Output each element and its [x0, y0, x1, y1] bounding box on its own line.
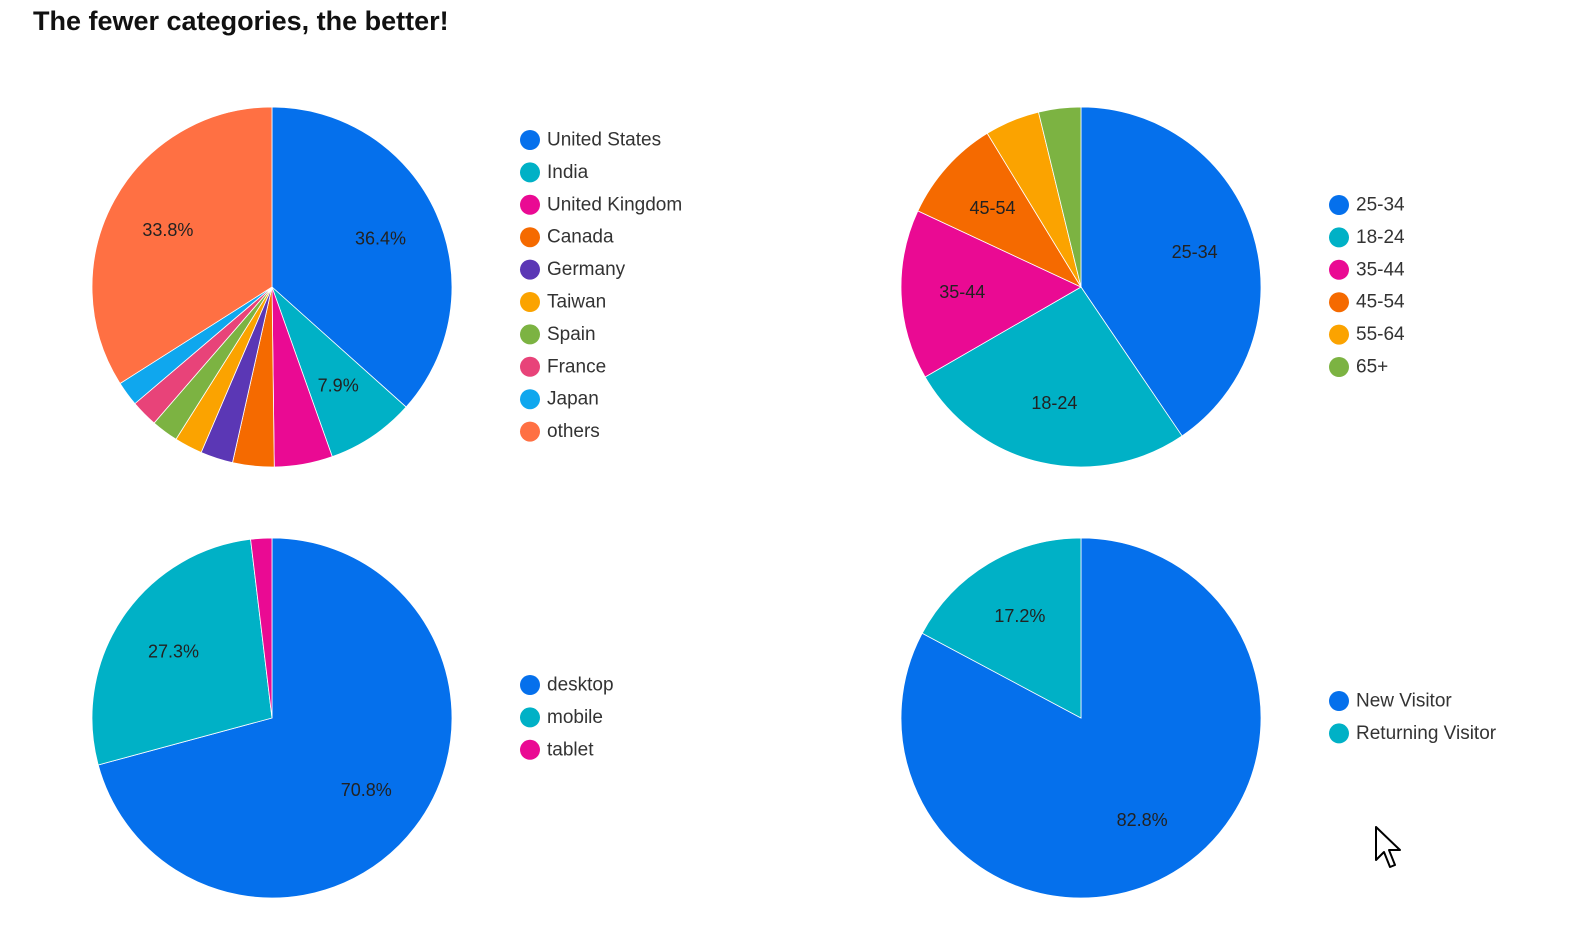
legend-swatch-65: [1329, 357, 1349, 377]
pie-slice-tablet[interactable]: [250, 537, 273, 719]
legend-label-tablet: tablet: [547, 739, 594, 760]
pie-slice-united-states[interactable]: [271, 106, 453, 408]
slice-label-united-states: 36.4%: [355, 229, 406, 249]
legend-label-35-44: 35-44: [1356, 259, 1405, 280]
legend-label-45-54: 45-54: [1356, 292, 1405, 313]
legend-item-japan[interactable]: Japan: [520, 389, 599, 410]
legend-label-mobile: mobile: [547, 707, 603, 728]
pie-slice-others[interactable]: [91, 106, 273, 385]
legend-swatch-45-54: [1329, 292, 1349, 313]
legend-swatch-tablet: [520, 739, 540, 760]
legend-label-taiwan: Taiwan: [547, 292, 606, 313]
legend-label-canada: Canada: [547, 227, 614, 248]
legend-item-25-34[interactable]: 25-34: [1329, 195, 1405, 216]
legend-item-new-visitor[interactable]: New Visitor: [1329, 691, 1452, 712]
legend-item-45-54[interactable]: 45-54: [1329, 292, 1405, 313]
slice-label-desktop: 70.8%: [341, 780, 392, 800]
pie-slice-new-visitor[interactable]: [900, 537, 1262, 899]
pie-slice-india[interactable]: [271, 286, 407, 458]
legend-swatch-taiwan: [520, 292, 540, 312]
slice-label-others: 33.8%: [142, 220, 193, 240]
pie-slice-45-54[interactable]: [917, 132, 1083, 288]
legend-3: desktop mobile tablet: [520, 675, 614, 760]
legend-swatch-japan: [520, 389, 540, 410]
legend-label-france: France: [547, 356, 606, 377]
legend-label-united-kingdom: United Kingdom: [547, 194, 682, 215]
slice-label-45-54: 45-54: [969, 198, 1015, 218]
legend-item-tablet[interactable]: tablet: [520, 739, 594, 760]
legend-item-germany[interactable]: Germany: [520, 259, 626, 280]
legend-swatch-united-kingdom: [520, 194, 540, 215]
legend-label-desktop: desktop: [547, 675, 614, 696]
legend-swatch-35-44: [1329, 259, 1349, 280]
legend-item-35-44[interactable]: 35-44: [1329, 259, 1405, 280]
pie-slice-25-34[interactable]: [1080, 106, 1262, 437]
pie-slice-mobile[interactable]: [91, 538, 273, 766]
legend-label-india: India: [547, 162, 589, 183]
legend-swatch-spain: [520, 324, 540, 345]
legend-swatch-india: [520, 162, 540, 183]
legend-item-mobile[interactable]: mobile: [520, 707, 603, 728]
legend-2: 25-34 18-24 35-44 45-54 55-64 65+: [1329, 195, 1405, 378]
legend-item-65[interactable]: 65+: [1329, 357, 1388, 378]
legend-item-united-states[interactable]: United States: [520, 130, 661, 151]
legend-swatch-france: [520, 356, 540, 377]
legend-item-taiwan[interactable]: Taiwan: [520, 292, 606, 313]
legend-swatch-25-34: [1329, 195, 1349, 215]
legend-label-18-24: 18-24: [1356, 227, 1405, 248]
legend-swatch-germany: [520, 259, 540, 280]
legend-label-germany: Germany: [547, 259, 626, 280]
legend-label-new-visitor: New Visitor: [1356, 691, 1452, 712]
legend-label-others: others: [547, 421, 600, 442]
slice-label-new-visitor: 82.8%: [1117, 810, 1168, 830]
legend-label-united-states: United States: [547, 130, 661, 151]
legend-item-france[interactable]: France: [520, 356, 606, 377]
pie-slice-65[interactable]: [1038, 106, 1082, 288]
legend-swatch-new-visitor: [1329, 691, 1349, 711]
legend-item-india[interactable]: India: [520, 162, 589, 183]
legend-label-spain: Spain: [547, 324, 596, 345]
legend-swatch-18-24: [1329, 227, 1349, 248]
pie-chart-2: 25-34 18-24 35-44 45-54 25-34 18-24 35-44 45-54…: [900, 106, 1405, 468]
slice-label-18-24: 18-24: [1031, 393, 1077, 413]
slice-label-returning-visitor: 17.2%: [994, 606, 1045, 626]
page-title: The fewer categories, the better!: [33, 6, 449, 36]
legend-4: New Visitor Returning Visitor: [1329, 691, 1497, 744]
pie-chart-1: 36.4% 7.9% 33.8% United States India United K…: [91, 106, 682, 468]
legend-label-65: 65+: [1356, 357, 1388, 378]
legend-item-spain[interactable]: Spain: [520, 324, 596, 345]
pie-slice-desktop[interactable]: [97, 537, 453, 899]
legend-item-united-kingdom[interactable]: United Kingdom: [520, 194, 682, 215]
legend-label-returning-visitor: Returning Visitor: [1356, 723, 1497, 744]
slice-label-35-44: 35-44: [939, 282, 985, 302]
pie-slice-18-24[interactable]: [924, 286, 1183, 468]
legend-1: United States India United Kingdom Canada Ge…: [520, 130, 682, 442]
slice-label-mobile: 27.3%: [148, 642, 199, 662]
legend-item-55-64[interactable]: 55-64: [1329, 324, 1405, 345]
pie-slice-35-44[interactable]: [900, 210, 1082, 378]
slice-label-25-34: 25-34: [1172, 242, 1218, 262]
pie-chart-4: 82.8% 17.2% New Visitor Returning Visitor: [900, 537, 1497, 899]
legend-label-japan: Japan: [547, 389, 599, 410]
slice-label-india: 7.9%: [318, 376, 359, 396]
legend-item-18-24[interactable]: 18-24: [1329, 227, 1405, 248]
legend-item-canada[interactable]: Canada: [520, 227, 614, 248]
legend-item-desktop[interactable]: desktop: [520, 675, 614, 696]
legend-swatch-desktop: [520, 675, 540, 695]
legend-swatch-mobile: [520, 707, 540, 728]
legend-label-25-34: 25-34: [1356, 195, 1405, 216]
legend-item-returning-visitor[interactable]: Returning Visitor: [1329, 723, 1497, 744]
pie-chart-3: 70.8% 27.3% desktop mobile tablet: [91, 537, 614, 899]
legend-label-55-64: 55-64: [1356, 324, 1405, 345]
legend-swatch-canada: [520, 227, 540, 248]
legend-item-others[interactable]: others: [520, 421, 600, 442]
legend-swatch-55-64: [1329, 324, 1349, 345]
legend-swatch-united-states: [520, 130, 540, 150]
pie-slice-returning-visitor[interactable]: [921, 537, 1082, 719]
legend-swatch-others: [520, 421, 540, 442]
legend-swatch-returning-visitor: [1329, 723, 1349, 744]
